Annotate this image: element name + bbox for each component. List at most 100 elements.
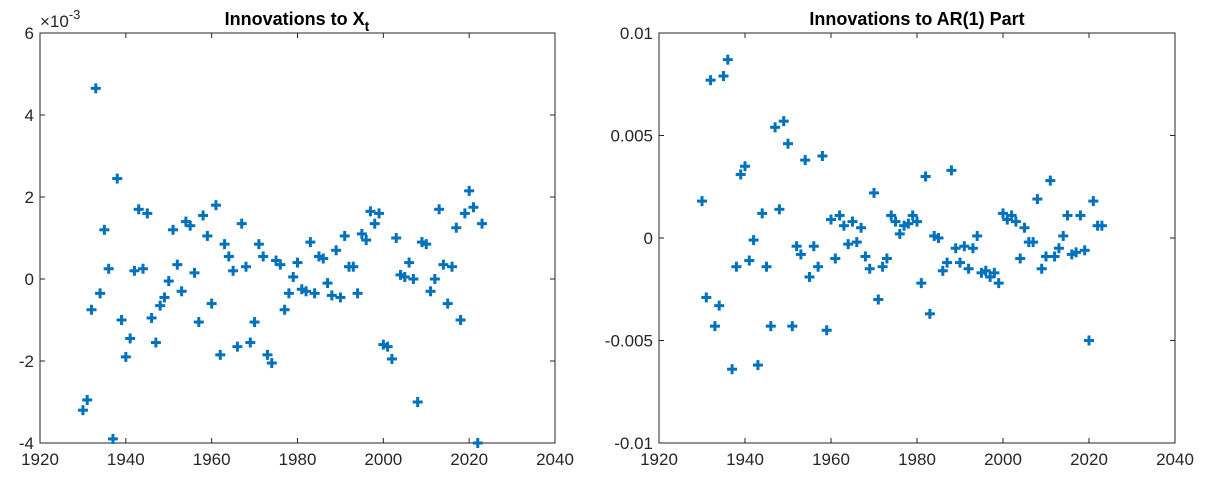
left-data-point: [472, 438, 483, 448]
left-data-point: [438, 259, 449, 270]
left-data-point: [107, 433, 118, 444]
right-data-point: [727, 364, 738, 375]
left-data-points: [77, 83, 488, 448]
right-data-point: [946, 165, 957, 176]
left-data-point: [266, 358, 277, 369]
right-data-point: [851, 237, 862, 248]
left-data-point: [292, 257, 303, 268]
left-data-point: [77, 405, 88, 416]
left-data-point: [288, 271, 299, 282]
left-data-point: [95, 288, 106, 299]
right-y-tick-label: -0.005: [605, 332, 653, 351]
right-data-point: [903, 218, 914, 229]
right-data-point: [752, 360, 763, 371]
right-data-point: [731, 261, 742, 272]
right-data-point: [959, 241, 970, 252]
left-data-point: [215, 349, 226, 360]
left-data-point: [386, 353, 397, 364]
left-data-point: [455, 315, 466, 325]
left-data-point: [99, 224, 110, 235]
right-data-point: [834, 210, 845, 221]
right-data-point: [894, 228, 905, 239]
left-y-tick-label: 6: [25, 24, 34, 43]
right-data-point: [1015, 253, 1026, 264]
right-data-point: [856, 222, 867, 233]
right-data-point: [1036, 263, 1047, 274]
right-data-point: [830, 253, 841, 264]
left-data-point: [150, 337, 161, 348]
right-x-tick-label: 1920: [640, 450, 678, 469]
right-data-point: [701, 292, 712, 303]
left-scatter-panel: Innovations to Xt ×10-3 1920 1940 1960 1980…: [19, 7, 574, 469]
left-data-point: [206, 298, 217, 309]
right-data-point: [950, 243, 961, 254]
right-data-point: [1071, 247, 1082, 258]
right-data-point: [924, 308, 935, 319]
left-data-point: [464, 185, 475, 196]
right-data-point: [778, 116, 789, 127]
right-data-point: [774, 204, 785, 215]
right-data-point: [916, 278, 927, 289]
left-y-tick-label: -2: [19, 352, 34, 371]
right-data-point: [744, 255, 755, 266]
left-data-point: [193, 317, 204, 328]
left-data-point: [447, 261, 457, 272]
left-x-tick-label: 2040: [536, 450, 574, 469]
left-data-point: [412, 397, 423, 407]
right-data-point: [1032, 194, 1043, 205]
left-plot-area: [39, 32, 556, 444]
right-data-point: [869, 187, 879, 198]
right-data-point: [1062, 210, 1073, 221]
right-data-point: [955, 257, 965, 268]
left-x-tick-label: 2020: [450, 450, 488, 469]
right-data-point: [980, 265, 991, 276]
right-data-point: [993, 278, 1004, 289]
right-plot-area: [658, 32, 1176, 444]
left-x-tick-label: 2000: [364, 450, 402, 469]
right-x-tick-label: 1960: [812, 450, 850, 469]
right-data-point: [761, 261, 772, 272]
right-data-point: [765, 321, 776, 332]
left-y-tick-label: 2: [25, 188, 34, 207]
right-data-point: [1010, 216, 1021, 227]
right-y-tick-label: 0.005: [610, 127, 653, 146]
right-x-tick-label: 1940: [726, 450, 764, 469]
right-y-tick-label: 0: [644, 229, 653, 248]
left-data-point: [322, 278, 333, 289]
left-data-point: [236, 218, 247, 229]
left-data-point: [253, 239, 264, 250]
right-data-point: [907, 210, 918, 221]
right-data-point: [1045, 175, 1056, 186]
left-data-point: [339, 230, 350, 241]
left-data-point: [468, 202, 479, 213]
right-chart-title: Innovations to AR(1) Part: [809, 9, 1024, 29]
right-data-point: [912, 216, 922, 227]
left-data-point: [421, 239, 432, 250]
right-data-point: [1041, 251, 1051, 262]
left-data-point: [408, 274, 419, 284]
right-data-point: [937, 265, 948, 276]
right-y-axis: -0.01 -0.005 0 0.005 0.01: [605, 24, 1175, 453]
left-data-point: [202, 230, 213, 241]
left-data-point: [477, 218, 488, 229]
left-data-point: [429, 274, 440, 284]
left-multiplier-label: ×10-3: [40, 7, 80, 31]
right-data-point: [886, 210, 897, 221]
left-data-point: [198, 210, 209, 221]
right-data-point: [757, 208, 768, 219]
right-x-tick-label: 2000: [984, 450, 1022, 469]
right-data-point: [735, 169, 746, 180]
left-y-tick-label: 0: [25, 270, 34, 289]
left-data-point: [245, 337, 256, 348]
left-data-point: [129, 265, 140, 276]
right-data-point: [942, 257, 953, 268]
right-data-point: [804, 271, 815, 282]
right-data-point: [1075, 210, 1086, 221]
left-data-point: [459, 208, 470, 219]
right-data-point: [1053, 243, 1064, 254]
left-data-point: [442, 298, 453, 309]
left-data-point: [155, 300, 166, 311]
right-data-point: [1019, 222, 1030, 233]
right-data-point: [998, 208, 1008, 219]
